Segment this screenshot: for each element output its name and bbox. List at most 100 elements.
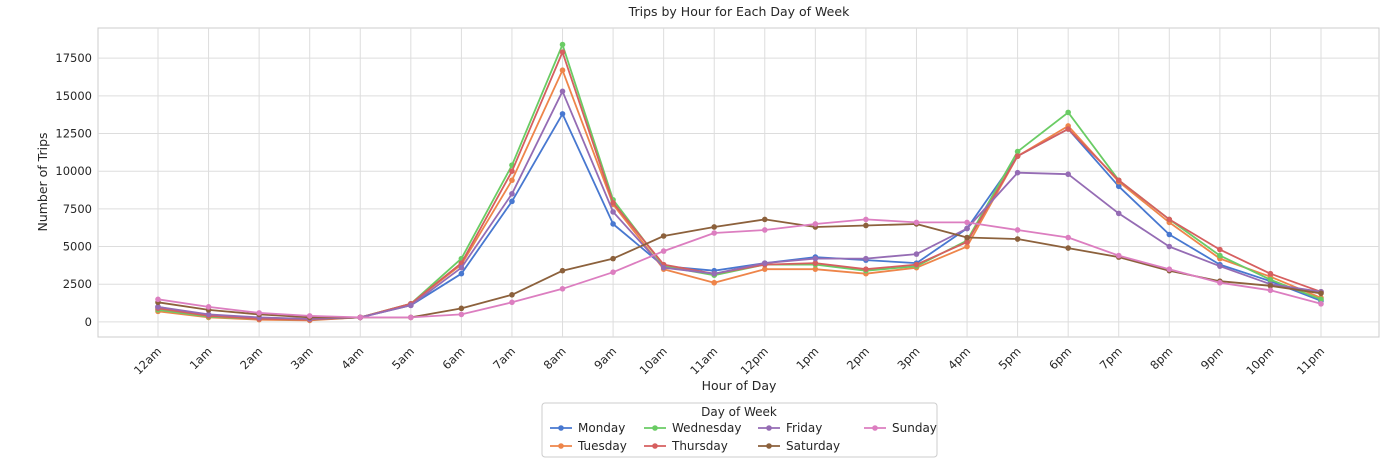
data-point: [1115, 210, 1122, 217]
data-point: [1065, 245, 1071, 251]
data-point: [1065, 234, 1071, 241]
data-point: [1217, 252, 1223, 259]
data-point: [509, 291, 515, 298]
x-tick-label: 5am: [389, 344, 417, 372]
data-point: [559, 267, 566, 274]
data-point: [964, 239, 970, 245]
x-tick-label: 7pm: [1097, 344, 1125, 372]
x-tick-label: 8pm: [1147, 344, 1175, 372]
data-point: [205, 304, 212, 310]
data-point: [509, 299, 515, 306]
legend-label: Saturday: [786, 439, 840, 453]
series-sunday: [155, 216, 1324, 321]
data-point: [1217, 263, 1223, 269]
x-tick-label: 1am: [187, 344, 215, 372]
x-tick-label: 6am: [440, 344, 468, 372]
data-point: [559, 111, 566, 117]
x-tick-label: 2pm: [844, 344, 872, 372]
data-point: [610, 255, 616, 262]
data-point: [863, 222, 869, 229]
y-tick-label: 2500: [63, 277, 92, 291]
legend-label: Thursday: [671, 439, 728, 453]
data-point: [1267, 282, 1274, 289]
legend-label: Monday: [578, 421, 625, 435]
x-tick-labels: 12am 1am 2am 3am 4am 5am 6am 7am 8am 9am 10am 11am 1…: [131, 344, 1327, 377]
series-lines: [155, 41, 1324, 324]
data-point: [1267, 287, 1274, 294]
legend-item-thursday: Thursday: [644, 439, 728, 453]
x-tick-label: 11pm: [1294, 344, 1327, 377]
data-point: [610, 269, 616, 275]
plot-area: [97, 27, 1380, 338]
data-point: [863, 266, 869, 272]
data-point: [711, 279, 718, 286]
y-tick-label: 12500: [55, 127, 92, 141]
data-point: [660, 233, 667, 239]
data-point: [812, 266, 819, 272]
data-point: [1166, 243, 1173, 250]
data-point: [964, 234, 970, 241]
data-point: [1065, 171, 1071, 178]
data-point: [610, 209, 616, 215]
data-point: [711, 270, 718, 277]
data-point: [559, 88, 566, 95]
x-tick-label: 5pm: [996, 344, 1024, 372]
data-point: [155, 304, 161, 310]
x-axis-label: Hour of Day: [702, 378, 777, 393]
data-point: [509, 168, 515, 174]
data-point: [1166, 266, 1173, 272]
data-point: [761, 216, 768, 223]
data-point: [964, 219, 970, 226]
legend-item-sunday: Sunday: [864, 421, 937, 435]
legend-box: [541, 402, 938, 458]
legend-label: Friday: [786, 421, 822, 435]
data-point: [610, 200, 616, 206]
data-point: [408, 314, 414, 321]
data-point: [1115, 177, 1122, 184]
legend-marker: [652, 425, 658, 431]
x-tick-label: 3am: [288, 344, 316, 372]
data-point: [1318, 290, 1324, 297]
x-tick-label: 6pm: [1046, 344, 1074, 372]
y-axis-label: Number of Trips: [35, 132, 50, 231]
data-point: [509, 191, 515, 197]
x-tick-label: 9pm: [1198, 344, 1226, 372]
data-point: [1014, 153, 1021, 159]
y-tick-label: 15000: [55, 89, 92, 103]
data-point: [1318, 296, 1324, 303]
data-point: [1065, 109, 1071, 116]
data-point: [660, 248, 667, 254]
data-point: [205, 311, 212, 318]
data-point: [964, 243, 970, 250]
data-point: [761, 260, 768, 266]
data-point: [812, 255, 819, 262]
data-point: [1217, 246, 1223, 253]
data-point: [761, 227, 768, 233]
grid-lines: [98, 28, 1379, 337]
data-point: [256, 310, 262, 316]
x-tick-label: 12pm: [738, 344, 771, 377]
data-point: [306, 313, 313, 319]
x-tick-label: 4pm: [945, 344, 973, 372]
legend-marker: [558, 443, 564, 449]
x-tick-label: 3pm: [894, 344, 922, 372]
y-tick-labels: 0 2500 5000 7500 10000 12500 15000 17500: [55, 51, 92, 329]
legend-label: Tuesday: [577, 439, 627, 453]
y-tick-label: 10000: [55, 164, 92, 178]
data-point: [761, 266, 768, 272]
data-point: [1014, 236, 1021, 242]
x-tick-label: 8am: [541, 344, 569, 372]
data-point: [1267, 270, 1274, 277]
data-point: [812, 260, 819, 266]
data-point: [559, 49, 566, 55]
data-point: [1166, 216, 1173, 223]
data-point: [1166, 231, 1173, 238]
legend-item-saturday: Saturday: [758, 439, 840, 453]
data-point: [1267, 276, 1274, 283]
data-point: [1217, 279, 1223, 286]
data-point: [458, 264, 465, 271]
data-point: [458, 305, 465, 312]
data-point: [509, 198, 515, 205]
legend-title: Day of Week: [701, 405, 777, 419]
